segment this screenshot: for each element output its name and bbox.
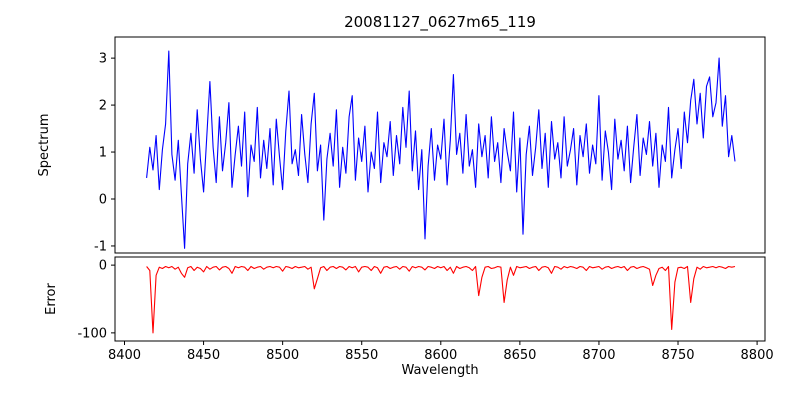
error-ylabel: Error bbox=[44, 283, 59, 315]
error-ytick-label: -100 bbox=[77, 326, 107, 341]
error-xtick-label: 8700 bbox=[582, 348, 615, 363]
chart-title: 20081127_0627m65_119 bbox=[344, 13, 536, 32]
spectrum-ytick-label: 2 bbox=[99, 99, 107, 114]
error-axes-frame bbox=[114, 256, 766, 342]
spectrum-axes-frame bbox=[114, 36, 766, 254]
spectrum-ylabel: Spectrum bbox=[37, 114, 52, 177]
error-xtick-label: 8400 bbox=[108, 348, 141, 363]
spectrum-ytick-label: 0 bbox=[99, 193, 107, 208]
x-axis-label: Wavelength bbox=[401, 363, 478, 378]
spectrum-ytick-label: -1 bbox=[94, 239, 107, 254]
error-xtick-label: 8500 bbox=[266, 348, 299, 363]
spectrum-ytick-label: 3 bbox=[99, 52, 107, 67]
error-xtick-label: 8750 bbox=[661, 348, 694, 363]
error-xtick-label: 8600 bbox=[424, 348, 457, 363]
spectrum-ytick-label: 1 bbox=[99, 146, 107, 161]
error-xtick-label: 8650 bbox=[503, 348, 536, 363]
error-xtick-label: 8800 bbox=[741, 348, 774, 363]
error-xtick-label: 8550 bbox=[345, 348, 378, 363]
error-line bbox=[146, 265, 736, 334]
spectrum-line bbox=[146, 50, 736, 249]
error-xtick-label: 8450 bbox=[187, 348, 220, 363]
error-ytick-label: 0 bbox=[99, 259, 107, 274]
